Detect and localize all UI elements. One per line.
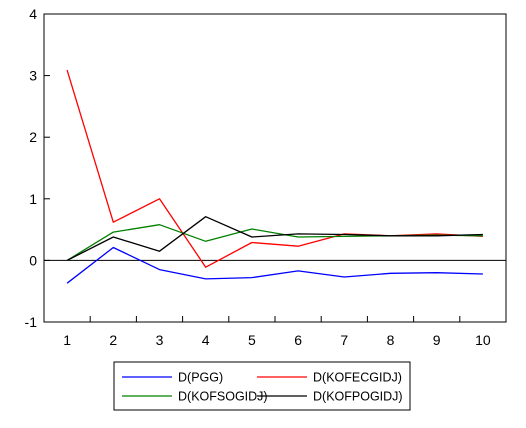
x-tick-label: 2 [109, 332, 117, 348]
x-tick-label: 9 [433, 332, 441, 348]
series-line-2 [66, 69, 483, 268]
y-tick-label: 0 [29, 252, 37, 268]
plot-border [43, 13, 507, 323]
y-tick-label: -1 [25, 314, 38, 330]
series-line-4 [66, 216, 483, 261]
legend-label: D(KOFSOGIDJ) [178, 390, 268, 404]
x-tick-label: 4 [202, 332, 210, 348]
legend: D(PGG) D(KOFECGIDJ) D(KOFSOGIDJ) D(KOFPOGID… [113, 361, 411, 411]
legend-label: D(KOFECGIDJ) [313, 371, 402, 385]
x-tick-label: 1 [63, 332, 71, 348]
x-tick-label: 3 [156, 332, 164, 348]
x-tick-label: 7 [340, 332, 348, 348]
y-tick-label: 4 [29, 6, 37, 22]
x-tick-label: 10 [475, 332, 491, 348]
y-tick-label: 3 [29, 68, 37, 84]
legend-label: D(PGG) [178, 371, 223, 385]
x-tick-label: 6 [294, 332, 302, 348]
x-tick-label: 5 [248, 332, 256, 348]
y-axis: -1 0 1 2 3 4 [25, 6, 50, 330]
legend-label: D(KOFPOGIDJ) [313, 390, 403, 404]
plot-frame [43, 13, 507, 323]
series-layer [66, 69, 483, 284]
x-axis: 1 2 3 4 5 6 7 8 9 10 [43, 316, 507, 348]
y-tick-label: 1 [29, 191, 37, 207]
x-tick-label: 8 [387, 332, 395, 348]
y-tick-label: 2 [29, 129, 37, 145]
legend-box [113, 361, 411, 411]
series-line-1 [66, 246, 483, 284]
